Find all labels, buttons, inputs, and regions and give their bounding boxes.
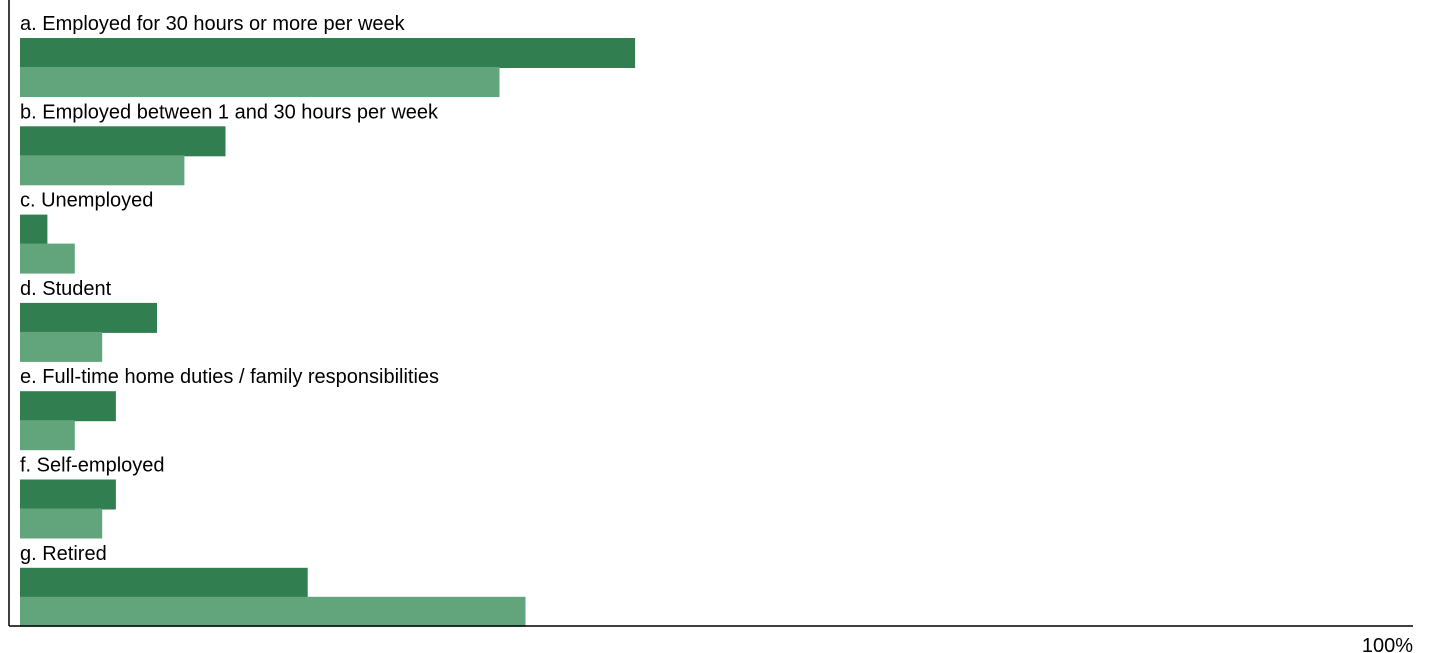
category-label: d. Student — [20, 278, 112, 300]
bar-series-1 — [20, 391, 116, 422]
bars-layer — [20, 38, 636, 627]
bar-series-1 — [20, 567, 308, 598]
bar-series-2 — [20, 508, 103, 539]
bar-series-1 — [20, 214, 48, 245]
bar-series-1 — [20, 302, 157, 333]
category-label: b. Employed between 1 and 30 hours per w… — [20, 101, 439, 123]
x-tick-label-100: 100% — [1362, 635, 1413, 653]
category-label: g. Retired — [20, 543, 107, 565]
bar-series-2 — [20, 243, 75, 274]
bar-series-2 — [20, 67, 500, 97]
category-label: e. Full-time home duties / family respon… — [20, 366, 439, 388]
category-label: c. Unemployed — [20, 190, 153, 212]
bar-series-1 — [20, 126, 226, 157]
category-label: f. Self-employed — [20, 455, 165, 477]
bar-series-2 — [20, 331, 103, 362]
bar-series-2 — [20, 420, 75, 451]
bar-series-2 — [20, 596, 526, 627]
category-labels-layer: a. Employed for 30 hours or more per wee… — [20, 13, 439, 565]
bar-series-1 — [20, 38, 636, 68]
bar-series-1 — [20, 479, 116, 510]
bar-series-2 — [20, 155, 185, 186]
category-label: a. Employed for 30 hours or more per wee… — [20, 13, 406, 35]
